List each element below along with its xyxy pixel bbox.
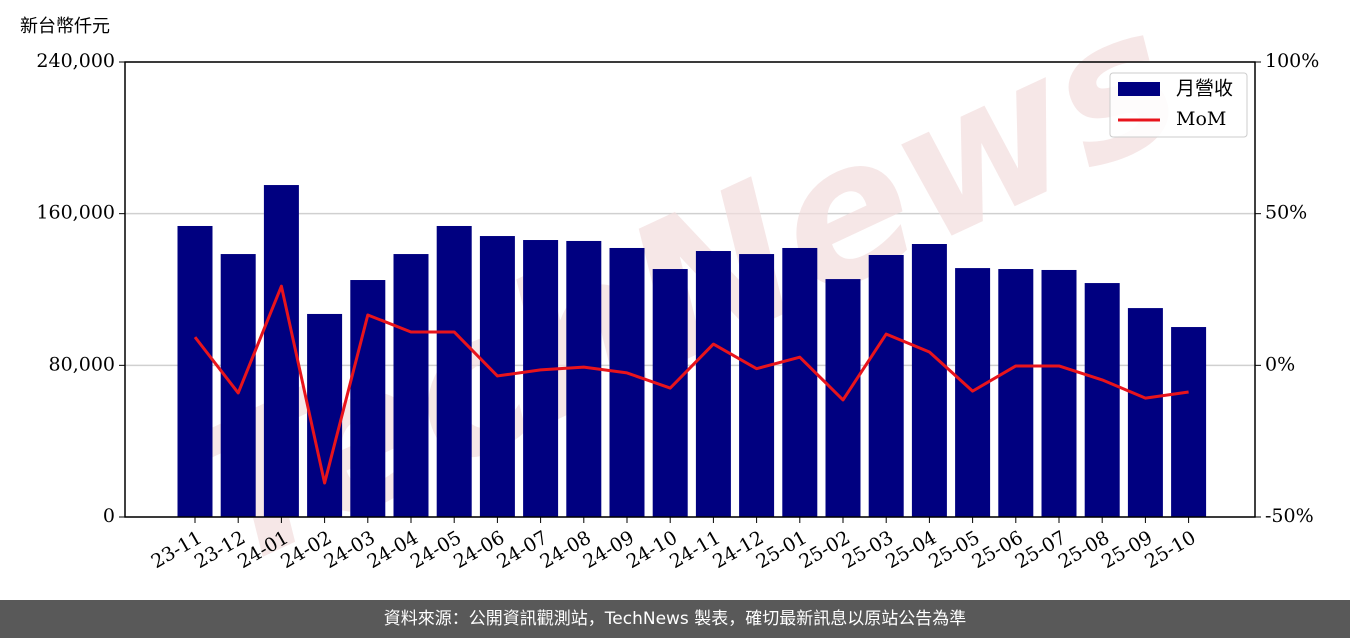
y2-tick-label: 100% [1265, 50, 1319, 72]
bar [1127, 308, 1163, 517]
legend-label: MoM [1176, 108, 1226, 130]
bar [695, 251, 731, 517]
plot-frame [124, 61, 1256, 518]
bar [393, 254, 429, 517]
bar [220, 254, 256, 517]
bar [782, 247, 818, 517]
bar [177, 225, 213, 518]
y-tick-label: 160,000 [36, 202, 115, 224]
bar [1084, 283, 1120, 517]
bar [652, 269, 688, 517]
bar [609, 247, 645, 517]
bar [1171, 327, 1207, 517]
y-tick-label: 80,000 [49, 353, 115, 375]
y2-tick-label: -50% [1265, 505, 1314, 527]
bar [1041, 269, 1077, 517]
y-tick-label: 240,000 [36, 50, 115, 72]
line [193, 284, 1189, 485]
legend-label: 月營收 [1176, 78, 1233, 100]
footer-text: 資料來源：公開資訊觀測站，TechNews 製表，確切最新訊息以原站公告為準 [384, 609, 966, 629]
y-tick-label: 0 [103, 505, 115, 527]
y2-tick-label: 0% [1265, 353, 1295, 375]
bar [739, 254, 775, 517]
footer-bar [0, 600, 1350, 638]
x-tick-label: 25-10 [1141, 527, 1199, 573]
bar [307, 313, 343, 517]
legend-swatch [1118, 82, 1160, 96]
bar [523, 240, 559, 518]
bar [868, 254, 904, 517]
bar [263, 185, 299, 517]
bar [566, 240, 602, 517]
bar [911, 244, 947, 517]
y2-tick-label: 50% [1265, 202, 1307, 224]
bar [998, 269, 1034, 517]
bar [436, 225, 472, 518]
y-axis-label: 新台幣仟元 [20, 16, 110, 37]
